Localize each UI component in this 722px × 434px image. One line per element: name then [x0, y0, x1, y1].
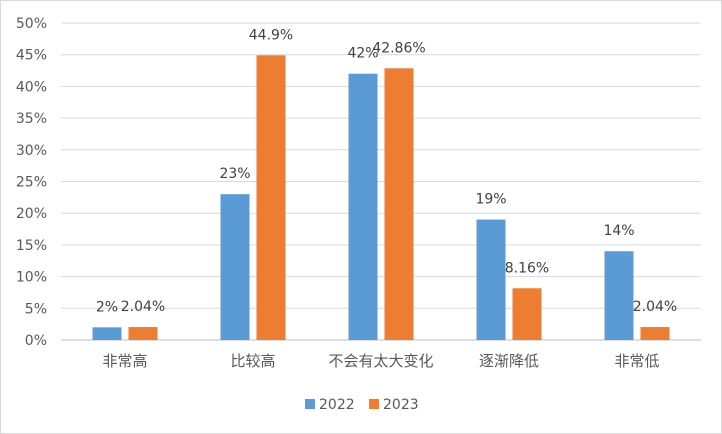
x-category-label: 不会有太大变化 [328, 352, 433, 370]
bar-2023 [256, 55, 286, 341]
data-label-2023: 2.04% [633, 299, 677, 315]
x-category-label: 非常高 [102, 352, 147, 370]
bars [92, 55, 670, 341]
data-label-2023: 44.9% [249, 27, 293, 43]
x-category-label: 非常低 [614, 352, 659, 370]
y-tick-label: 45% [16, 48, 47, 64]
x-category-label: 逐渐降低 [479, 352, 539, 370]
bar-2022 [92, 327, 122, 340]
y-axis-ticks: 0% 5% 10% 15% 20% 25% 30% 35% 40% 45% 50% [16, 16, 47, 349]
data-label-2022: 23% [219, 166, 250, 182]
bar-2022 [348, 73, 378, 340]
bar-2022 [604, 251, 634, 340]
x-axis-categories: 非常高 比较高 不会有太大变化 逐渐降低 非常低 [102, 352, 659, 370]
y-tick-label: 50% [16, 16, 47, 32]
data-labels: 2% 23% 42% 19% 14% 2.04% 44.9% 42.86% 8.16% 2.04% [96, 27, 677, 315]
data-label-2022: 42% [347, 46, 378, 62]
legend-label: 2023 [383, 397, 419, 413]
y-tick-label: 20% [16, 206, 47, 222]
y-tick-label: 25% [16, 175, 47, 191]
data-label-2022: 2% [96, 299, 118, 315]
bar-2023 [128, 327, 158, 340]
y-tick-label: 10% [16, 270, 47, 286]
y-tick-label: 0% [25, 333, 47, 349]
legend-swatch-2022 [305, 399, 315, 409]
legend-swatch-2023 [369, 399, 379, 409]
y-tick-label: 30% [16, 143, 47, 159]
data-label-2023: 42.86% [372, 40, 425, 56]
data-label-2023: 8.16% [505, 260, 549, 276]
data-label-2022: 19% [475, 192, 506, 208]
bar-2023 [640, 327, 670, 340]
gridlines [61, 22, 701, 341]
bar-2022 [220, 194, 250, 340]
y-tick-label: 5% [25, 301, 47, 317]
legend: 2022 2023 [305, 397, 419, 413]
y-tick-label: 15% [16, 238, 47, 254]
data-label-2022: 14% [603, 223, 634, 239]
bar-2022 [476, 219, 506, 340]
x-category-label: 比较高 [230, 352, 275, 370]
y-tick-label: 35% [16, 111, 47, 127]
bar-2023 [512, 288, 542, 340]
bar-2023 [384, 68, 414, 340]
y-tick-label: 40% [16, 79, 47, 95]
legend-label: 2022 [319, 397, 355, 413]
data-label-2023: 2.04% [121, 299, 165, 315]
